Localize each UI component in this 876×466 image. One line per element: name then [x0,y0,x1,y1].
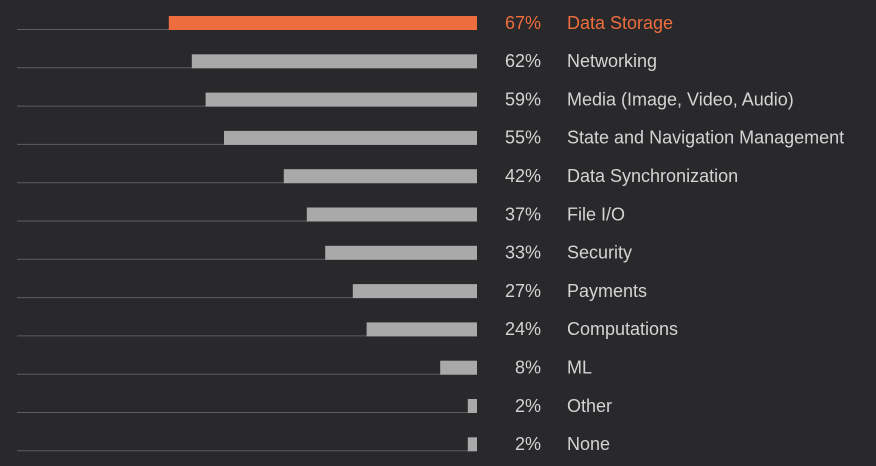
bar-security [325,245,477,260]
value-label-ml: 8% [515,357,541,377]
bar-none [467,437,477,452]
category-label-security: Security [567,243,632,263]
bar-row-media-image-video-audio: 59% Media (Image, Video, Audio) [17,89,794,109]
category-label-data-storage: Data Storage [567,13,673,33]
category-label-file-i-o: File I/O [567,204,625,224]
category-label-ml: ML [567,357,592,377]
bar-row-ml: 8% ML [17,357,592,377]
bar-row-computations: 24% Computations [17,319,678,339]
value-label-computations: 24% [505,319,541,339]
value-label-data-synchronization: 42% [505,166,541,186]
bar-computations [366,322,477,337]
bar-data-storage [168,16,478,30]
bar-row-security: 33% Security [17,243,632,263]
category-label-computations: Computations [567,319,678,339]
bar-ml [440,360,477,375]
category-label-media-image-video-audio: Media (Image, Video, Audio) [567,89,794,109]
category-label-payments: Payments [567,281,647,301]
bar-row-none: 2% None [17,434,610,454]
bar-payments [352,284,477,299]
category-label-none: None [567,434,610,454]
bar-row-other: 2% Other [17,396,612,416]
value-label-other: 2% [515,396,541,416]
bar-row-state-and-navigation-management: 55% State and Navigation Management [17,128,844,148]
bar-other [467,399,477,413]
category-label-state-and-navigation-management: State and Navigation Management [567,128,844,148]
category-label-data-synchronization: Data Synchronization [567,166,738,186]
value-label-state-and-navigation-management: 55% [505,128,541,148]
value-label-media-image-video-audio: 59% [505,89,541,109]
value-label-payments: 27% [505,281,541,301]
value-label-networking: 62% [505,51,541,71]
category-label-other: Other [567,396,612,416]
bar-row-file-i-o: 37% File I/O [17,204,625,224]
bar-row-payments: 27% Payments [17,281,647,301]
value-label-none: 2% [515,434,541,454]
category-label-networking: Networking [567,51,657,71]
bar-row-data-synchronization: 42% Data Synchronization [17,166,738,186]
bar-row-networking: 62% Networking [17,51,657,71]
value-label-data-storage: 67% [505,13,541,33]
bar-data-synchronization [283,169,477,184]
value-label-file-i-o: 37% [505,204,541,224]
bar-state-and-navigation-management [224,130,477,145]
value-label-security: 33% [505,243,541,263]
bar-networking [191,54,478,69]
bar-row-data-storage: 67% Data Storage [17,13,673,33]
bar-file-i-o [306,207,477,222]
bar-media-image-video-audio [205,92,477,107]
